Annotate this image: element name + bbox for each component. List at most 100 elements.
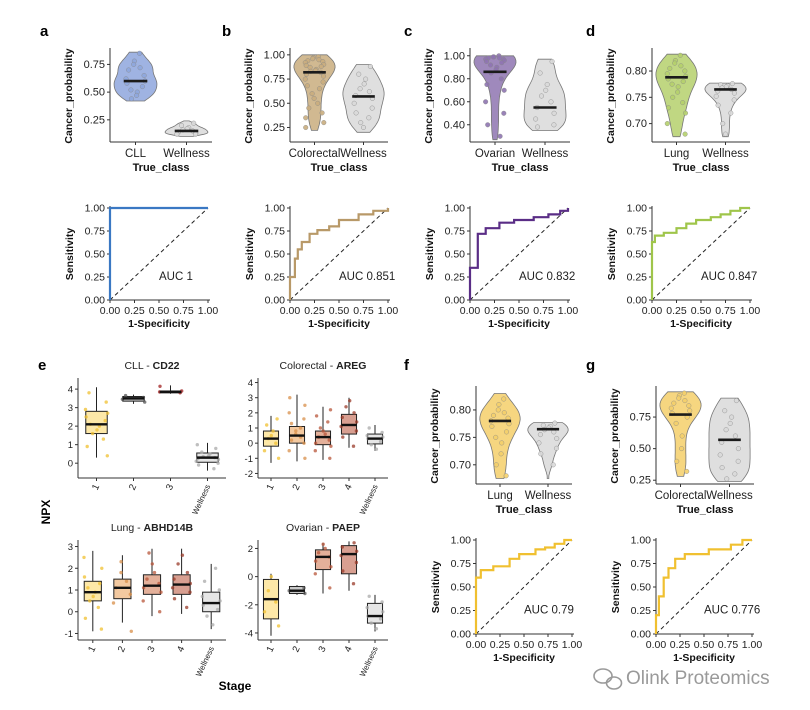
data-point	[680, 100, 686, 106]
roc-chart-g: 0.000.250.500.751.000.00 0.25 0.50 0.75 1.00…	[610, 535, 762, 665]
data-point	[191, 120, 197, 126]
data-point	[172, 577, 176, 581]
x-tick-label: 0.25	[670, 639, 691, 651]
data-point	[715, 102, 721, 108]
panel-e-y-axis-title: NPX	[39, 500, 53, 525]
x-tick-label: Wellness	[358, 645, 380, 678]
watermark-text: Olink Proteomics	[626, 668, 770, 689]
y-tick-label: 2	[248, 408, 253, 419]
x-tick-label: 4	[343, 645, 355, 654]
data-point	[677, 52, 683, 58]
y-tick-label: 0.50	[451, 582, 472, 594]
y-tick-label: 0.25	[264, 122, 285, 134]
y-tick-label: 0.25	[630, 475, 651, 487]
data-point	[329, 565, 333, 569]
data-point	[131, 61, 137, 67]
data-point	[288, 396, 292, 400]
box-iqr	[340, 545, 358, 575]
x-tick-label: 3	[146, 645, 158, 654]
data-point	[85, 444, 89, 449]
chart-title-protein: PAEP	[332, 522, 360, 534]
data-point	[213, 566, 218, 570]
auc-annotation: AUC 1	[159, 271, 193, 283]
data-point	[536, 440, 542, 446]
violin-shape	[704, 82, 747, 138]
x-tick-label: 0.00	[466, 639, 487, 651]
y-tick-label: 0	[68, 607, 73, 618]
auc-annotation: AUC 0.79	[524, 604, 574, 616]
y-tick-label: 0.75	[264, 74, 285, 86]
x-axis-title: 1-Specificity	[670, 318, 732, 330]
y-tick-label: 1	[248, 424, 253, 435]
data-point	[356, 71, 362, 77]
y-tick-label: 0.75	[84, 59, 105, 71]
roc-curve	[468, 208, 570, 300]
violin-chart-d: 0.70 0.75 0.80 Lung Wellness True_class Cancer…	[605, 48, 750, 174]
data-point	[289, 421, 294, 426]
violin-chart-g: 0.25 0.50 0.75 Colorectal Wellness True_class…	[609, 386, 754, 516]
y-tick-label: 0.50	[630, 443, 651, 455]
data-point	[141, 72, 147, 78]
data-point	[682, 398, 688, 404]
data-point	[176, 562, 180, 566]
data-point	[302, 76, 308, 82]
x-tick-label: Wellness	[191, 483, 213, 516]
y-axis-title: Cancer_probability	[605, 48, 617, 143]
y-tick-label: 0.80	[626, 66, 647, 78]
diagonal-reference-line	[475, 539, 573, 635]
x-tick-label: Wellness	[706, 490, 753, 502]
y-axis-title: Cancer_probability	[423, 48, 435, 143]
data-point	[378, 439, 383, 444]
y-tick-label: 0.50	[627, 249, 648, 261]
data-point	[733, 398, 739, 404]
data-point	[318, 63, 324, 69]
roc-chart-f: 0.000.250.500.751.000.00 0.25 0.50 0.75 1.00…	[430, 535, 582, 665]
diagonal-reference-line	[651, 207, 751, 301]
y-tick-label: 0.80	[450, 404, 471, 416]
data-point	[671, 400, 677, 406]
data-point	[150, 562, 154, 566]
y-tick-label: 1.00	[444, 50, 465, 62]
x-tick-label: 0.50	[691, 305, 712, 317]
data-point	[82, 575, 87, 579]
data-point	[84, 415, 88, 419]
data-point	[185, 605, 189, 610]
data-point	[554, 445, 560, 451]
x-axis-title: 1-Specificity	[488, 318, 550, 330]
y-tick-label: 0.80	[444, 73, 465, 85]
panel-label-a: a	[40, 23, 49, 40]
data-point	[537, 70, 543, 76]
y-tick-label: 0.00	[451, 629, 472, 641]
data-point	[351, 582, 356, 586]
y-tick-label: 0.75	[265, 226, 286, 238]
x-tick-label: 0.75	[353, 305, 374, 317]
roc-curve	[288, 208, 390, 300]
data-point	[727, 420, 733, 426]
data-point	[271, 429, 275, 433]
roc-curve	[650, 206, 750, 300]
data-point	[732, 471, 738, 477]
data-point	[369, 621, 373, 625]
data-point	[664, 121, 670, 127]
diagonal-reference-line	[469, 207, 569, 301]
y-axis-title: Sensitivity	[244, 228, 256, 281]
data-point	[323, 546, 327, 551]
x-axis-title: True_class	[677, 504, 734, 516]
x-tick-label: 1.00	[558, 305, 579, 317]
y-tick-label: 0.50	[84, 87, 105, 99]
violin-chart-a: 0.25 0.50 0.75 CLL Wellness True_class Cancer_…	[63, 48, 212, 174]
x-tick-label: Colorectal	[655, 490, 707, 502]
data-point	[358, 120, 364, 126]
x-tick-label: 1.00	[742, 639, 763, 651]
data-point	[489, 423, 495, 429]
violin-shape	[655, 53, 698, 138]
y-tick-label: 1	[68, 440, 73, 451]
data-point	[262, 449, 267, 453]
data-point	[319, 110, 325, 116]
violin-shape	[293, 54, 336, 131]
data-point	[103, 418, 107, 423]
y-tick-label: -2	[245, 600, 253, 611]
x-tick-label: 1	[265, 645, 277, 654]
data-point	[354, 560, 359, 565]
